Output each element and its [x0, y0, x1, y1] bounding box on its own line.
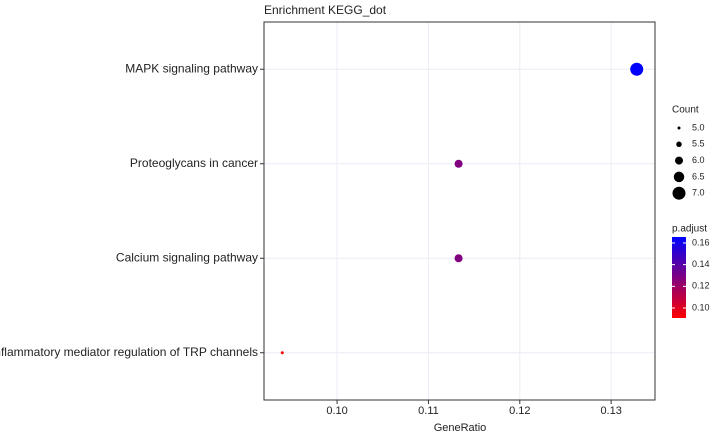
colorbar-label: 0.14	[692, 259, 710, 269]
size-legend-key	[672, 186, 686, 200]
x-tick-label: 0.12	[509, 405, 530, 417]
dot	[454, 254, 463, 263]
colorbar-label: 0.10	[692, 302, 710, 312]
size-legend-label: 5.0	[692, 122, 705, 132]
x-tick-label: 0.10	[326, 405, 347, 417]
size-legend-label: 6.0	[692, 155, 705, 165]
x-tick-label: 0.11	[418, 405, 439, 417]
chart-title: Enrichment KEGG_dot	[264, 3, 387, 17]
y-tick-label: Calcium signaling pathway	[116, 250, 258, 264]
dot	[454, 159, 463, 168]
x-axis-label: GeneRatio	[434, 422, 487, 434]
size-legend-label: 7.0	[692, 188, 705, 198]
colorbar-label: 0.16	[692, 237, 710, 247]
size-legend-key	[673, 171, 685, 183]
y-tick-label: MAPK signaling pathway	[125, 61, 258, 75]
color-legend-title: p.adjust	[672, 224, 707, 235]
size-legend-key	[676, 141, 682, 148]
x-tick-label: 0.13	[600, 405, 621, 417]
dot	[280, 351, 284, 355]
dot	[630, 62, 644, 76]
size-legend-key	[677, 126, 681, 130]
colorbar	[672, 237, 686, 318]
size-legend-label: 6.5	[692, 171, 705, 181]
size-legend-label: 5.5	[692, 139, 705, 149]
size-legend-key	[675, 156, 683, 165]
size-legend-title: Count	[672, 105, 699, 116]
y-tick-label: Inflammatory mediator regulation of TRP …	[0, 345, 258, 359]
plot-panel	[263, 21, 656, 401]
y-tick-label: Proteoglycans in cancer	[130, 156, 258, 170]
colorbar-label: 0.12	[692, 281, 710, 291]
